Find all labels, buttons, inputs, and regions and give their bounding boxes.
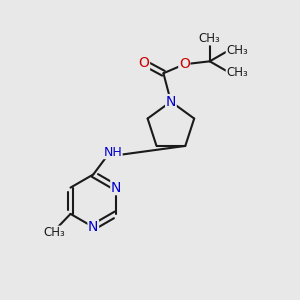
Text: O: O (179, 57, 190, 71)
Text: N: N (88, 220, 98, 234)
Text: CH₃: CH₃ (43, 226, 65, 239)
Text: CH₃: CH₃ (199, 32, 220, 45)
Text: N: N (166, 94, 176, 109)
Text: CH₃: CH₃ (226, 44, 248, 57)
Text: NH: NH (103, 146, 122, 159)
Text: O: O (139, 56, 149, 70)
Text: CH₃: CH₃ (226, 66, 248, 79)
Text: N: N (111, 181, 121, 195)
